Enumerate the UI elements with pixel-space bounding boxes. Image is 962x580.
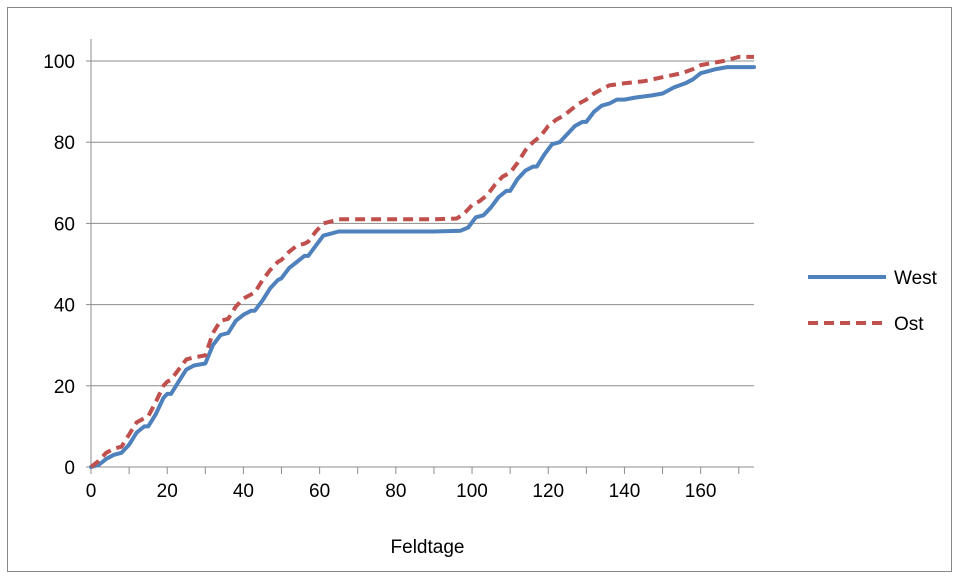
y-tick-label-20: 20 bbox=[54, 377, 75, 398]
series-lines bbox=[89, 54, 756, 469]
x-tick-label-20: 20 bbox=[157, 481, 178, 502]
x-tick-label-120: 120 bbox=[532, 481, 564, 502]
x-tick-label-160: 160 bbox=[685, 481, 717, 502]
tick-labels: 0 20 40 60 80 100 0 20 40 60 80 100 120 140 160 bbox=[43, 52, 716, 502]
y-tick-label-80: 80 bbox=[54, 133, 75, 154]
legend-label-ost: Ost bbox=[894, 314, 924, 335]
x-tick-label-40: 40 bbox=[233, 481, 254, 502]
series-line-west bbox=[89, 65, 756, 469]
gridlines bbox=[91, 60, 754, 387]
x-tick-label-60: 60 bbox=[309, 481, 330, 502]
axes bbox=[86, 39, 754, 474]
x-tick-label-0: 0 bbox=[86, 481, 97, 502]
chart-frame: 0 20 40 60 80 100 0 20 40 60 80 100 120 140 160 Feldta… bbox=[7, 7, 952, 572]
line-chart: 0 20 40 60 80 100 0 20 40 60 80 100 120 140 160 Feldta… bbox=[43, 39, 938, 558]
y-tick-label-0: 0 bbox=[64, 458, 75, 479]
y-tick-label-100: 100 bbox=[43, 52, 75, 73]
y-tick-label-40: 40 bbox=[54, 296, 75, 317]
x-axis-title: Feldtage bbox=[391, 537, 465, 558]
x-tick-label-140: 140 bbox=[609, 481, 641, 502]
y-tick-label-60: 60 bbox=[54, 214, 75, 235]
legend: West Ost bbox=[808, 268, 938, 335]
x-tick-label-80: 80 bbox=[385, 481, 406, 502]
legend-label-west: West bbox=[894, 268, 938, 289]
series-line-ost bbox=[89, 54, 754, 469]
x-tick-label-100: 100 bbox=[456, 481, 488, 502]
